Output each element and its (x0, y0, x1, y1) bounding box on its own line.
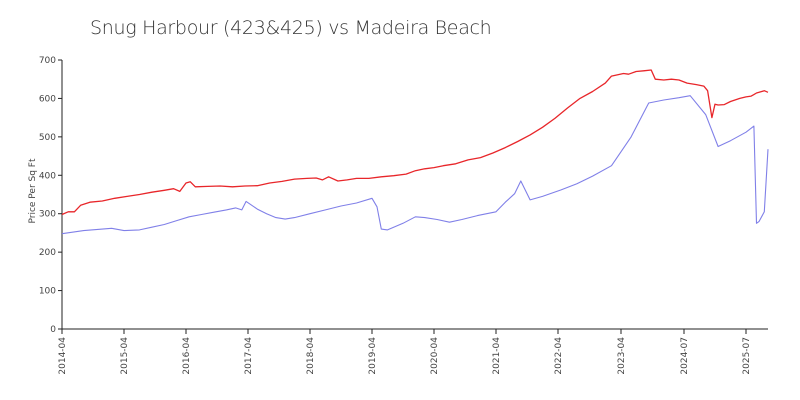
x-tick-label: 2018-04 (306, 337, 316, 375)
series-line-blue (61, 95, 769, 235)
y-tick-label: 100 (39, 287, 56, 297)
x-tick-label: 2019-04 (368, 337, 378, 375)
chart-title: Snug Harbour (423&425) vs Madeira Beach (90, 17, 492, 39)
axes: 0 100 200 300 400 500 600 700 2014-04 2015-04 2016… (39, 56, 768, 375)
x-tick-label: 2016-04 (182, 337, 192, 375)
y-tick-label: 0 (50, 325, 56, 335)
x-tick-label: 2017-04 (244, 337, 254, 375)
x-tick-label: 2021-04 (492, 337, 502, 375)
x-tick-label: 2022-04 (554, 337, 564, 375)
x-tick-label: 2020-04 (430, 337, 440, 375)
x-tick-label: 2025-07 (742, 337, 752, 375)
x-tick-label: 2023-04 (617, 337, 627, 375)
y-tick-label: 700 (39, 56, 56, 66)
y-tick-label: 600 (39, 94, 56, 104)
y-tick-label: 300 (39, 210, 56, 220)
y-tick-label: 500 (39, 133, 56, 143)
x-tick-label: 2024-07 (680, 337, 690, 375)
x-tick-label: 2014-04 (58, 337, 68, 375)
series-line-red (61, 69, 769, 216)
x-tick-label: 2015-04 (120, 337, 130, 375)
y-tick-label: 200 (39, 248, 56, 258)
y-tick-label: 400 (39, 171, 56, 181)
series-layer (61, 69, 769, 235)
